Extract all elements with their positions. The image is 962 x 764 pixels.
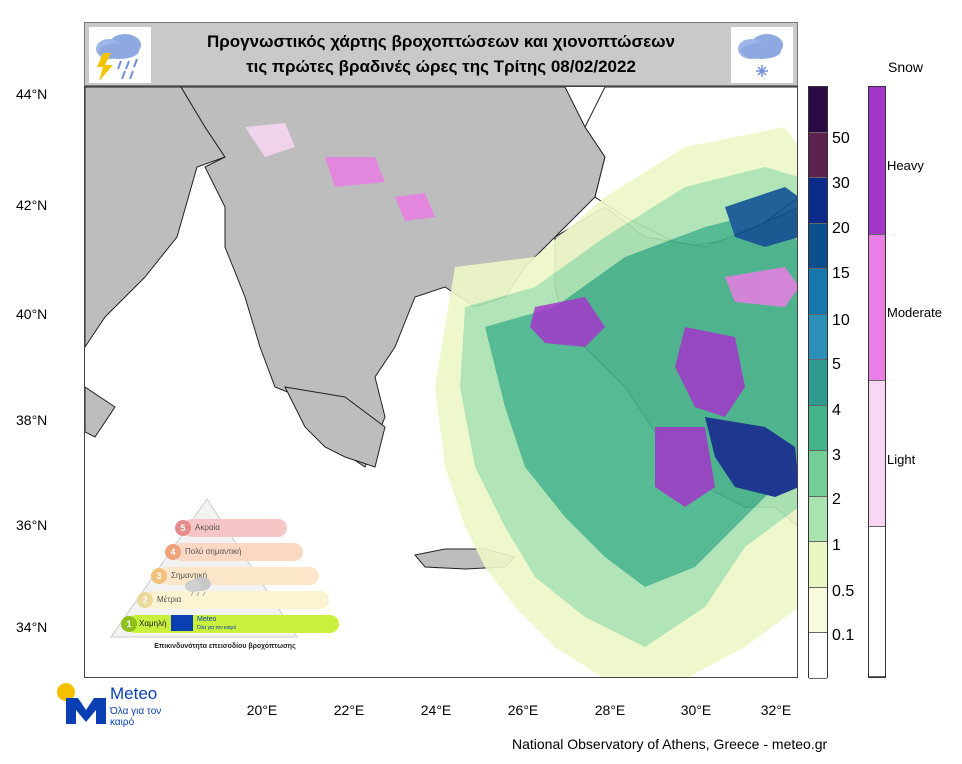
lon-label-24: 24°E: [420, 702, 452, 718]
map-credit: National Observatory of Athens, Greece -…: [512, 736, 828, 752]
severity-number-4: 4: [165, 544, 181, 560]
snow-colorbar-segment: [869, 527, 885, 677]
severity-number-5: 5: [175, 520, 191, 536]
rain-label-4: 4: [832, 402, 841, 419]
pyramid-meteo-logo-name: Meteo: [197, 616, 217, 623]
thunder-rain-cloud-icon: [89, 27, 151, 83]
snow-colorbar-segment: [869, 87, 885, 235]
rain-label-2: 2: [832, 491, 841, 508]
severity-level-2: Μέτρια: [145, 591, 329, 609]
rain-colorbar-segment: [809, 360, 827, 406]
rain-field-band-north: [725, 187, 797, 247]
title-line-1: Προγνωστικός χάρτης βροχοπτώσεων και χιο…: [207, 32, 675, 51]
lat-label-42: 42°N: [16, 197, 48, 213]
sun-icon: [57, 683, 75, 701]
snow-field-layer: [245, 123, 797, 507]
snow-field-north-1: [245, 123, 295, 157]
snow-field-light: [725, 267, 797, 307]
precipitation-map: Ακραία 5 Πολύ σημαντική 4 Σημαντική 3 Μέ…: [84, 86, 798, 678]
lat-label-40: 40°N: [16, 306, 48, 322]
rain-colorbar-segment: [809, 269, 827, 315]
lat-label-36: 36°N: [16, 517, 48, 533]
lon-label-22: 22°E: [333, 702, 365, 718]
rain-colorbar-segment: [809, 587, 827, 634]
lat-label-34: 34°N: [16, 619, 48, 635]
severity-pyramid: Ακραία 5 Πολύ σημαντική 4 Σημαντική 3 Μέ…: [107, 497, 343, 657]
map-header: Προγνωστικός χάρτης βροχοπτώσεων και χιο…: [84, 22, 798, 86]
pyramid-caption: Επικινδυνότητα επεισοδίου βροχόπτωσης: [154, 643, 296, 650]
lon-label-26: 26°E: [507, 702, 539, 718]
rain-colorbar-segment: [809, 132, 827, 179]
rain-colorbar-segment: [809, 223, 827, 270]
rain-colorbar-segment: [809, 405, 827, 452]
land-peloponnese: [284, 386, 386, 468]
severity-level-4: Πολύ σημαντική: [173, 543, 303, 561]
pyramid-meteo-logo-icon: [171, 615, 193, 631]
snow-label-heavy: Heavy: [887, 158, 924, 173]
rain-label-3: 3: [832, 447, 841, 464]
rain-colorbar-segment: [809, 496, 827, 543]
snow-field-heavy-west: [530, 297, 605, 347]
snow-field-north-2: [325, 157, 385, 187]
meteo-m-icon: [66, 698, 106, 724]
snow-field-heavy-east: [675, 327, 745, 417]
rain-colorbar: [808, 86, 828, 679]
rain-label-0-1: 0.1: [832, 627, 855, 644]
snow-field-heavy-south: [655, 427, 715, 507]
rain-colorbar-segment: [809, 542, 827, 588]
rain-label-30: 30: [832, 175, 850, 192]
snow-label-light: Light: [887, 452, 916, 467]
lon-label-20: 20°E: [246, 702, 278, 718]
snow-field-north-3: [395, 193, 435, 221]
severity-number-2: 2: [137, 592, 153, 608]
meteo-logo-name: Meteo: [110, 684, 158, 703]
pyramid-meteo-logo-sub: Όλα για τον καιρό: [197, 625, 237, 631]
rain-colorbar-segment: [809, 178, 827, 224]
rain-colorbar-segment: [809, 87, 827, 133]
lon-label-30: 30°E: [680, 702, 712, 718]
meteo-logo-tagline: Όλα για τον καιρό: [110, 706, 162, 728]
rain-cloud-icon: [185, 577, 211, 597]
map-canvas: [85, 87, 797, 677]
map-title: Προγνωστικός χάρτης βροχοπτώσεων και χιο…: [157, 29, 725, 79]
snow-legend-title: Snow: [888, 59, 924, 75]
snow-cloud-icon: [731, 27, 793, 83]
rain-field-layer: [435, 127, 797, 677]
lat-label-38: 38°N: [16, 412, 48, 428]
rain-label-15: 15: [832, 265, 850, 282]
rain-field-very-heavy: [705, 417, 797, 497]
title-line-2: τις πρώτες βραδινές ώρες της Τρίτης 08/0…: [246, 57, 636, 76]
meteo-logo: [54, 682, 194, 726]
snow-colorbar-segment: [869, 235, 885, 381]
rain-label-0-5: 0.5: [832, 583, 855, 600]
severity-level-5: Ακραία: [183, 519, 287, 537]
lon-label-32: 32°E: [760, 702, 792, 718]
lon-label-28: 28°E: [594, 702, 626, 718]
rain-label-20: 20: [832, 220, 850, 237]
rain-colorbar-segment: [809, 633, 827, 679]
lat-label-44: 44°N: [16, 86, 48, 102]
rain-colorbar-segment: [809, 314, 827, 361]
rain-label-50: 50: [832, 130, 850, 147]
severity-number-3: 3: [151, 568, 167, 584]
snow-colorbar-segment: [869, 381, 885, 527]
rain-label-5: 5: [832, 356, 841, 373]
snow-label-moderate: Moderate: [887, 305, 942, 320]
rain-colorbar-segment: [809, 451, 827, 497]
rain-label-10: 10: [832, 312, 850, 329]
snow-colorbar: [868, 86, 886, 678]
rain-label-1: 1: [832, 537, 841, 554]
land-balkans: [180, 87, 606, 468]
severity-number-1: 1: [121, 616, 137, 632]
land-italy-south: [85, 386, 116, 438]
